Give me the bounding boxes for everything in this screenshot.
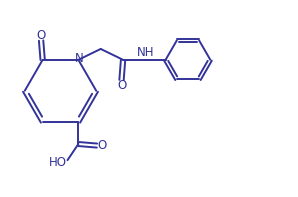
- Text: HO: HO: [49, 156, 66, 169]
- Text: NH: NH: [137, 46, 155, 59]
- Text: O: O: [97, 139, 106, 152]
- Text: O: O: [36, 29, 46, 42]
- Text: O: O: [117, 79, 126, 92]
- Text: N: N: [75, 52, 84, 65]
